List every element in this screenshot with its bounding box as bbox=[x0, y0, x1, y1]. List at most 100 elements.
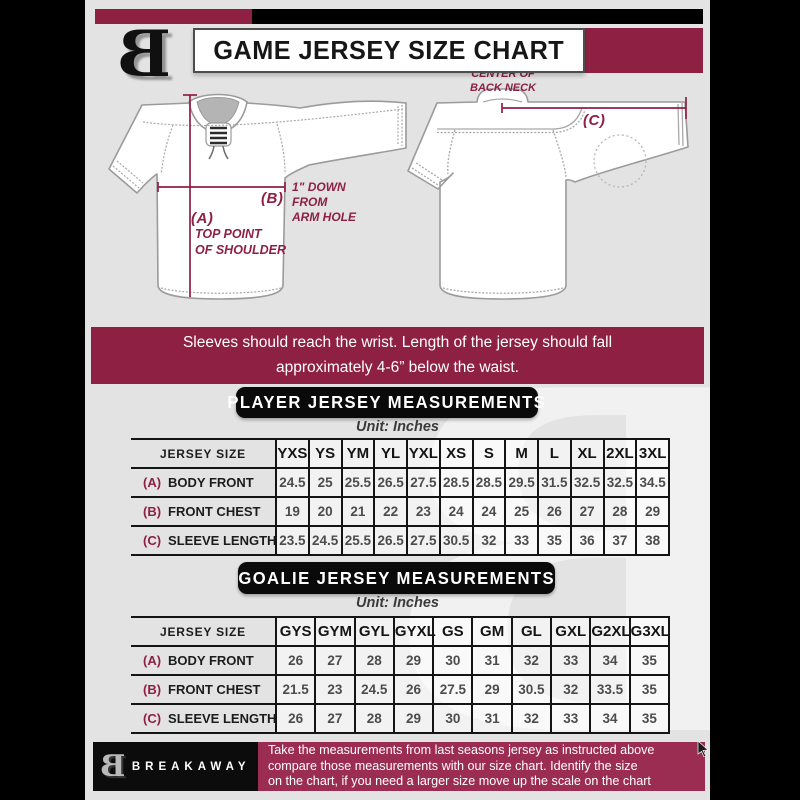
annotation-label-b: (B) bbox=[261, 190, 284, 207]
table-row: (A) BODY FRONT 26 27 28 29 30 31 32 33 34 35 bbox=[131, 645, 671, 676]
measurement-row-label: (A) BODY FRONT bbox=[131, 645, 276, 676]
goalie-size-table: JERSEY SIZE GYS GYM GYL GYXL GS GM GL GXL G2XL G3X… bbox=[131, 616, 671, 734]
measurement-value: 25.5 bbox=[340, 467, 375, 498]
footer-instructions-text: Take the measurements from last seasons … bbox=[268, 743, 655, 789]
measurement-value: 25.5 bbox=[340, 525, 375, 556]
measurement-key: (C) bbox=[143, 711, 162, 726]
size-header: GYS bbox=[274, 616, 316, 647]
front-jersey-outline bbox=[108, 100, 407, 300]
measurement-value: 27.5 bbox=[406, 467, 440, 498]
size-header: S bbox=[471, 438, 506, 469]
measurement-value: 29 bbox=[471, 674, 512, 705]
size-header: YL bbox=[373, 438, 407, 469]
footer-brand-box: B BREAKAWAY bbox=[93, 742, 258, 791]
measurement-value: 28 bbox=[353, 645, 394, 676]
size-header: GYL bbox=[353, 616, 394, 647]
size-header: L bbox=[537, 438, 571, 469]
annotation-label-a: (A) bbox=[191, 210, 214, 227]
size-header: GM bbox=[471, 616, 512, 647]
measurement-value: 33 bbox=[504, 525, 538, 556]
size-header: XL bbox=[569, 438, 604, 469]
back-jersey-outline bbox=[407, 88, 689, 300]
measurement-value: 27 bbox=[314, 703, 355, 734]
measurement-value: 28 bbox=[602, 496, 637, 527]
measurement-value: 27.5 bbox=[432, 674, 473, 705]
measurement-value: 26.5 bbox=[373, 525, 407, 556]
measurement-value: 28.5 bbox=[438, 467, 473, 498]
title-banner: GAME JERSEY SIZE CHART bbox=[193, 28, 585, 73]
measurement-value: 37 bbox=[602, 525, 637, 556]
size-table: JERSEY SIZE GYS GYM GYL GYXL GS GM GL GXL G2XL G3X… bbox=[131, 616, 671, 734]
measurement-key: (B) bbox=[143, 682, 162, 697]
measurement-value: 19 bbox=[275, 496, 309, 527]
measurement-value: 25 bbox=[307, 467, 342, 498]
table-row: (A) BODY FRONT 24.5 25 25.5 26.5 27.5 28.5 28.5 2… bbox=[131, 467, 670, 498]
measurement-value: 35 bbox=[628, 645, 671, 676]
measurement-value: 21 bbox=[340, 496, 375, 527]
size-header: GL bbox=[510, 616, 552, 647]
goalie-unit-label: Unit: Inches bbox=[356, 595, 439, 611]
measurement-key: (A) bbox=[143, 653, 162, 668]
size-header: YXL bbox=[406, 438, 440, 469]
size-header: M bbox=[504, 438, 538, 469]
measurement-value: 24.5 bbox=[353, 674, 394, 705]
measurement-value: 35 bbox=[628, 674, 671, 705]
measurement-name: FRONT CHEST bbox=[168, 682, 261, 697]
measurement-value: 23.5 bbox=[275, 525, 309, 556]
jersey-size-column-header: JERSEY SIZE bbox=[131, 616, 276, 647]
measurement-value: 35 bbox=[537, 525, 571, 556]
size-table: JERSEY SIZE YXS YS YM YL YXL XS S M L XL 2XL 3XL (A) B… bbox=[131, 438, 670, 556]
measurement-row-label: (A) BODY FRONT bbox=[131, 467, 276, 498]
measurement-value: 26 bbox=[392, 674, 434, 705]
measurement-value: 26 bbox=[274, 703, 316, 734]
front-collar bbox=[188, 93, 248, 160]
measurement-value: 34 bbox=[589, 703, 630, 734]
measurement-value: 32 bbox=[471, 525, 506, 556]
measurement-value: 26 bbox=[274, 645, 316, 676]
measurement-value: 35 bbox=[628, 703, 671, 734]
measurement-value: 34 bbox=[589, 645, 630, 676]
measurement-value: 30.5 bbox=[438, 525, 473, 556]
measurement-value: 32.5 bbox=[602, 467, 637, 498]
jersey-illustrations bbox=[108, 88, 689, 300]
measurement-value: 24.5 bbox=[307, 525, 342, 556]
measurement-name: BODY FRONT bbox=[168, 653, 254, 668]
measurement-value: 27 bbox=[569, 496, 604, 527]
measurement-value: 20 bbox=[307, 496, 342, 527]
measurement-value: 32 bbox=[550, 674, 591, 705]
measurement-value: 33.5 bbox=[589, 674, 630, 705]
measurement-name: FRONT CHEST bbox=[168, 504, 261, 519]
measurement-value: 32.5 bbox=[569, 467, 604, 498]
size-chart-page: B B GAME JERSEY SIZE CHART bbox=[85, 0, 710, 800]
measurement-value: 30 bbox=[432, 645, 473, 676]
goalie-measurements-heading: GOALIE JERSEY MEASUREMENTS bbox=[238, 567, 555, 588]
size-header: G2XL bbox=[589, 616, 631, 647]
size-header: GXL bbox=[550, 616, 591, 647]
header-accent-bar-maroon bbox=[95, 9, 252, 24]
measurement-key: (B) bbox=[143, 504, 162, 519]
measurement-value: 29 bbox=[635, 496, 670, 527]
measurement-value: 23 bbox=[406, 496, 440, 527]
jersey-diagram: CENTER OF BACK NECK (C) (B) 1" DOWN FROM… bbox=[85, 66, 710, 328]
measurement-value: 38 bbox=[635, 525, 670, 556]
measurement-value: 25 bbox=[504, 496, 538, 527]
measurement-value: 28 bbox=[353, 703, 394, 734]
footer-instructions-box: Take the measurements from last seasons … bbox=[258, 742, 705, 791]
measurement-value: 24.5 bbox=[275, 467, 309, 498]
player-measurements-banner: PLAYER JERSEY MEASUREMENTS bbox=[228, 387, 545, 418]
measurement-value: 27.5 bbox=[406, 525, 440, 556]
player-unit-label: Unit: Inches bbox=[356, 419, 439, 435]
measurement-value: 33 bbox=[550, 703, 591, 734]
measurement-lines bbox=[157, 94, 687, 297]
measurement-value: 23 bbox=[314, 674, 355, 705]
breakaway-logo-icon: B bbox=[116, 17, 172, 92]
measurement-row-label: (B) FRONT CHEST bbox=[131, 674, 276, 705]
measurement-row-label: (B) FRONT CHEST bbox=[131, 496, 276, 527]
size-header: GS bbox=[432, 616, 473, 647]
measurement-value: 27 bbox=[314, 645, 355, 676]
measurement-value: 29 bbox=[392, 703, 434, 734]
measurement-value: 34.5 bbox=[635, 467, 670, 498]
measurement-name: SLEEVE LENGTH bbox=[168, 711, 277, 726]
measurement-key: (C) bbox=[143, 533, 162, 548]
